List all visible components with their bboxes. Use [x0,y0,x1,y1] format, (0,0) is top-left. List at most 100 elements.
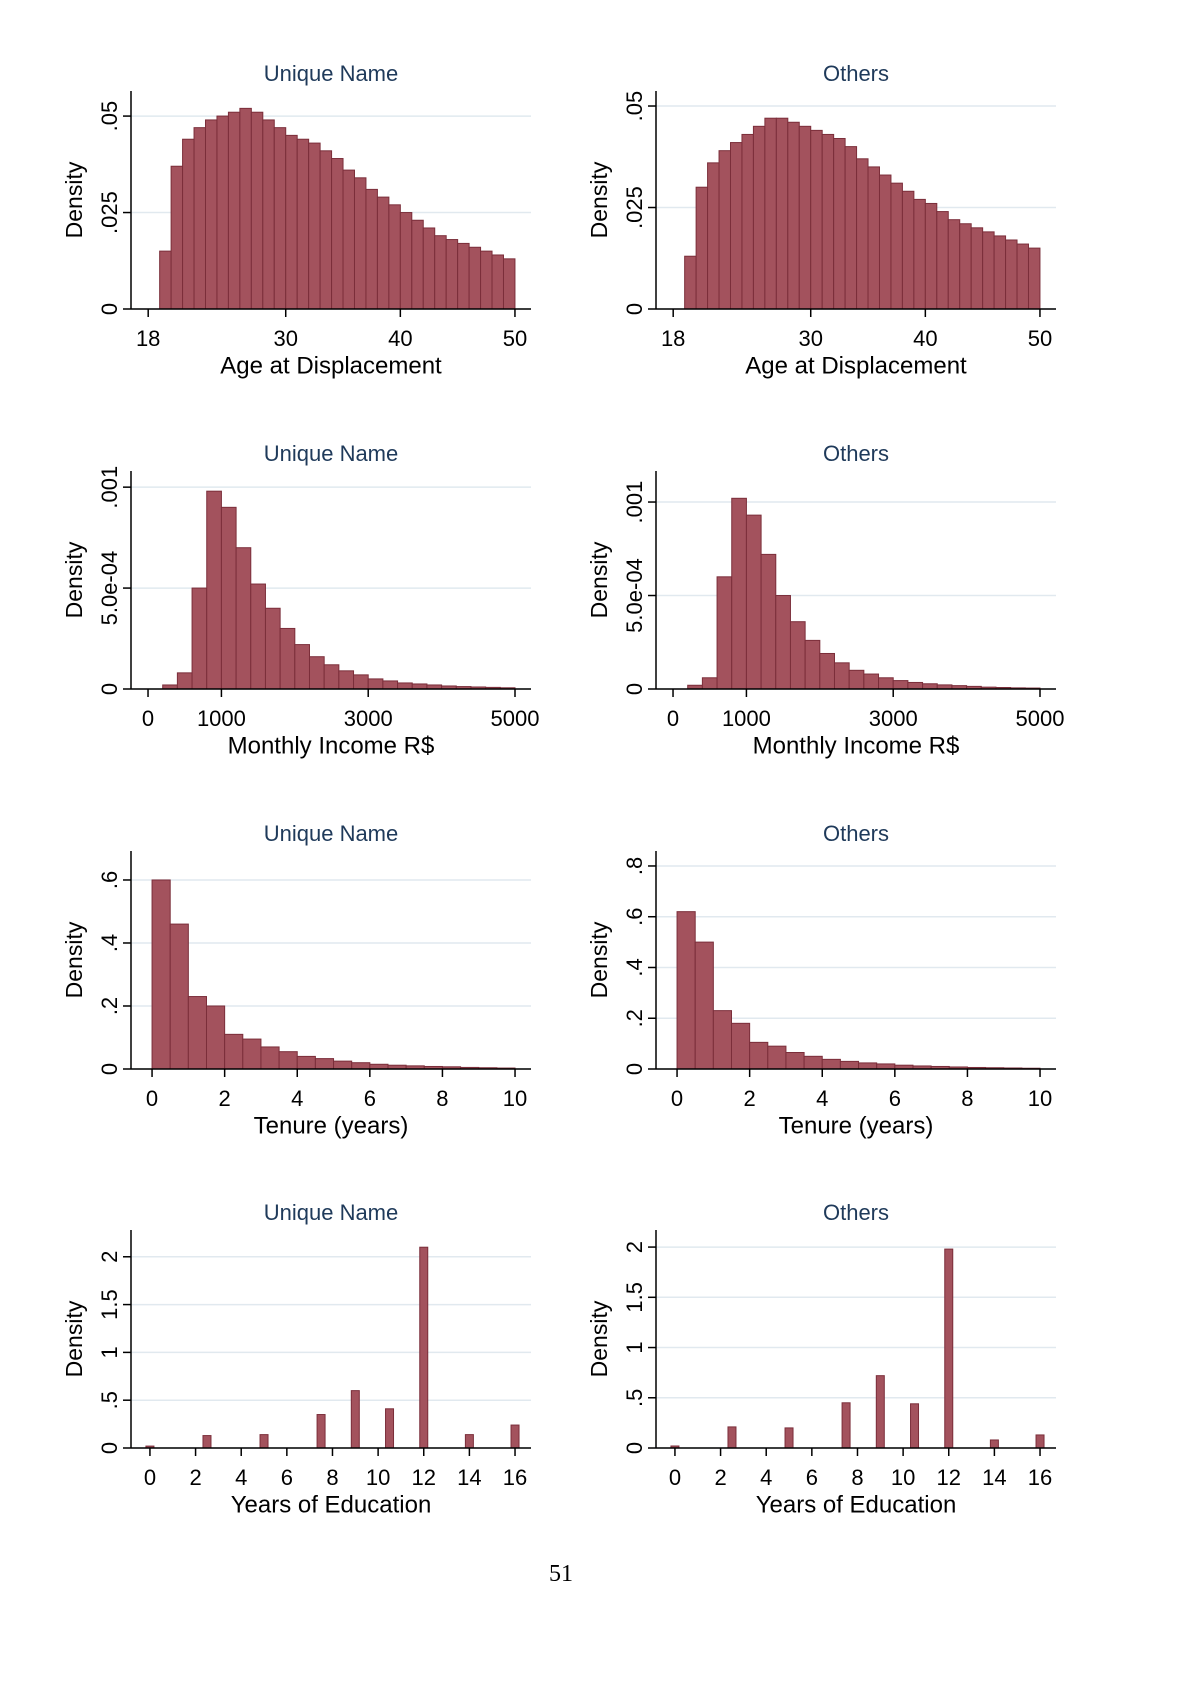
bar [878,677,894,690]
bar [982,231,995,310]
bar [176,672,193,690]
bar [839,1060,860,1070]
bar [239,107,252,310]
bar [901,190,915,310]
x-tick-label: 10 [1028,1086,1052,1111]
y-axis-label: Density [586,921,612,998]
bar [731,497,747,690]
x-tick-label: 10 [366,1465,390,1490]
bar [676,911,696,1070]
page-number: 51 [549,1561,573,1587]
panel-title: Others [823,1200,889,1225]
y-axis-label: Density [61,161,87,238]
x-tick-label: 2 [744,1086,756,1111]
x-tick-label: 10 [503,1086,527,1111]
x-axis-label: Monthly Income R$ [753,732,960,759]
bar [273,127,287,310]
x-tick-label: 16 [503,1465,527,1490]
bar [338,670,355,690]
bar [191,587,208,690]
y-tick-label: 1.5 [97,1289,122,1320]
x-tick-label: 6 [364,1086,376,1111]
y-tick-label: .001 [622,481,647,524]
bar [1005,239,1018,310]
panel-title: Others [823,441,889,466]
bar [216,115,229,310]
y-tick-label: 5.0e-04 [622,558,647,633]
bar [833,137,846,310]
bar [419,1246,429,1449]
y-tick-label: .4 [97,934,122,952]
bar [224,1033,244,1070]
x-axis-label: Tenure (years) [254,1112,409,1139]
bar [316,1414,326,1449]
bar [821,1058,841,1070]
bar [331,158,344,310]
x-tick-label: 2 [714,1465,726,1490]
y-tick-label: .8 [622,857,647,875]
x-tick-label: 1000 [722,706,771,731]
bar [202,1435,212,1449]
bar [730,1022,751,1070]
x-tick-label: 0 [671,1086,683,1111]
bar [810,129,823,310]
x-axis-label: Monthly Income R$ [228,732,435,759]
bar [959,223,972,310]
x-tick-label: 5000 [1016,706,1065,731]
y-tick-label: 0 [97,1442,122,1454]
x-tick-label: 6 [281,1465,293,1490]
x-tick-label: 8 [961,1086,973,1111]
bar [170,165,184,310]
bar [250,583,266,690]
bar [388,204,401,310]
y-tick-label: .6 [622,908,647,926]
bar [749,1041,769,1070]
x-tick-label: 1000 [197,706,246,731]
x-tick-label: 0 [667,706,679,731]
bar [308,656,325,690]
bar [701,677,718,690]
bar [910,1403,920,1449]
bar [1035,1434,1045,1449]
bar [220,506,237,690]
bar [296,1055,316,1070]
bar [342,169,355,310]
y-axis-label: Density [586,541,612,618]
bar [411,683,428,690]
bar [1016,243,1029,310]
panel: 0 .5 1 1.5 2 0 2 4 6 8 10 12 14 16 Years of Education D… [586,1200,1056,1518]
bar [260,1046,280,1070]
bar [858,1062,878,1070]
bar [319,150,333,310]
y-axis-label: Density [61,921,87,998]
bar [819,652,835,690]
bar [510,1424,520,1449]
x-tick-label: 16 [1028,1465,1052,1490]
y-tick-label: .2 [622,1009,647,1027]
x-tick-label: 30 [273,326,297,351]
x-tick-label: 14 [457,1465,481,1490]
panel-title: Unique Name [264,441,399,466]
y-tick-label: 5.0e-04 [97,551,122,626]
y-tick-label: 0 [97,303,122,315]
y-tick-label: .5 [97,1391,122,1409]
y-tick-label: 2 [622,1241,647,1253]
y-axis-label: Density [586,161,612,238]
x-tick-label: 2 [219,1086,231,1111]
bar [382,680,399,690]
bar [767,1045,787,1070]
panel: 0 .2 .4 .6 0 2 4 6 8 10 Tenure (years) Density Uniqu… [61,821,531,1139]
bar [848,669,865,690]
bar [169,923,189,1070]
y-tick-label: .025 [622,186,647,229]
y-axis-label: Density [61,1300,87,1377]
x-axis-label: Age at Displacement [745,352,967,379]
x-tick-label: 0 [669,1465,681,1490]
bar [502,258,516,310]
bar [242,1038,262,1070]
bar [844,146,858,310]
y-tick-label: 0 [622,1442,647,1454]
y-tick-label: .6 [97,871,122,889]
